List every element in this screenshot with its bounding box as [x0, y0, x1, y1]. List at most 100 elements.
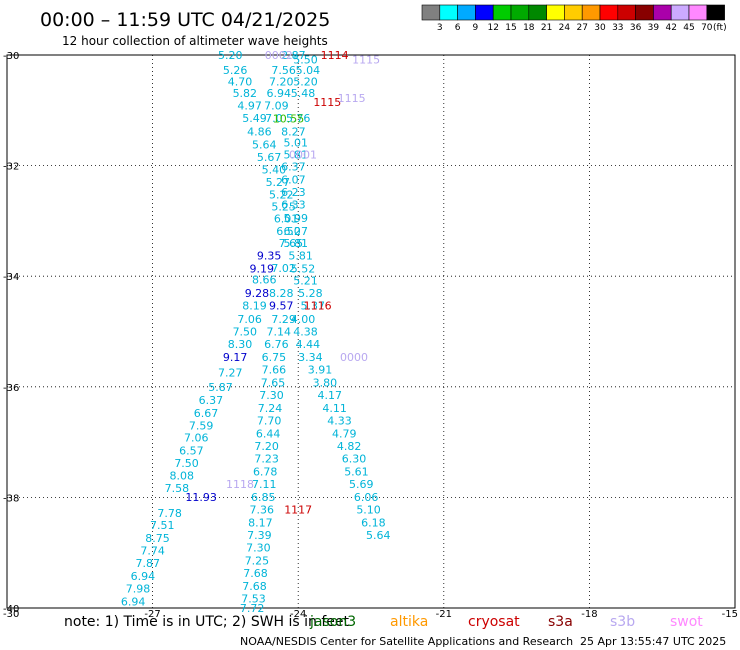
- data-label: 7.14: [267, 326, 292, 339]
- data-label: 5.21: [293, 275, 318, 288]
- data-label: 5.40: [262, 163, 287, 176]
- data-label: 2.87: [281, 49, 306, 62]
- data-label: 7.0: [265, 112, 283, 125]
- data-label: 8.30: [228, 338, 253, 351]
- legend-swatch: [457, 4, 476, 21]
- data-label: 7.56: [271, 64, 296, 77]
- data-label: 10.55: [273, 113, 305, 126]
- x-tick-label: -27: [144, 609, 160, 620]
- data-label: 6.27: [284, 225, 309, 238]
- data-label: 7.11: [252, 478, 277, 491]
- legend-label: 33: [612, 23, 623, 33]
- data-label: 4.44: [296, 338, 321, 351]
- data-label: 6.75: [262, 351, 287, 364]
- data-label: 7.65: [279, 237, 304, 250]
- legend-swatch: [528, 4, 547, 21]
- legend-label: 36: [630, 23, 642, 33]
- data-label: 7.27: [218, 366, 243, 379]
- data-label: 5.01: [284, 136, 309, 149]
- data-label: 7.25: [245, 554, 270, 567]
- legend-swatch: [653, 4, 672, 21]
- legend-label: 6: [455, 23, 461, 33]
- data-label: 6.85: [251, 491, 276, 504]
- data-label: 6.07: [281, 173, 306, 186]
- data-label: 7.70: [257, 415, 282, 428]
- satellite-label: altika: [390, 614, 428, 630]
- chart-subtitle: 12 hour collection of altimeter wave hei…: [62, 34, 328, 48]
- legend-swatch: [688, 4, 708, 21]
- data-label: 6.50: [276, 225, 301, 238]
- data-label: 3.80: [313, 376, 338, 389]
- legend-label: 3: [437, 23, 443, 33]
- legend-label: 70: [701, 23, 713, 33]
- data-label: 5.99: [284, 212, 309, 225]
- satellite-label: cryosat: [468, 614, 520, 630]
- y-tick-label: -36: [3, 383, 19, 394]
- data-label: 4.00: [291, 313, 316, 326]
- data-label: 5.67: [257, 151, 282, 164]
- data-label: 6.94: [267, 87, 292, 100]
- legend-swatch: [706, 4, 725, 21]
- data-label: 8.17: [248, 516, 273, 529]
- data-label: 4.86: [247, 125, 272, 138]
- data-label: 5.26: [223, 64, 248, 77]
- y-tick-label: -40: [3, 604, 19, 615]
- data-label: 5.20: [293, 76, 318, 89]
- data-label: 7.98: [126, 583, 151, 596]
- legend-swatch: [546, 4, 565, 21]
- data-label: 7.72: [240, 602, 265, 615]
- x-tick-label: -15: [722, 609, 738, 620]
- legend-label: 39: [648, 23, 660, 33]
- legend-swatch: [670, 4, 690, 21]
- data-label: 7.30: [259, 389, 284, 402]
- data-label: 5.76: [286, 112, 311, 125]
- data-label: 6.30: [342, 453, 367, 466]
- data-label: 6.37: [199, 394, 224, 407]
- x-tick-labels: -30 -27 -24 -21 -18 -15: [3, 609, 738, 620]
- data-label: 7.23: [254, 453, 279, 466]
- data-label: 6.23: [281, 186, 306, 199]
- chart-title: 00:00 – 11:59 UTC 04/21/2025: [40, 9, 330, 31]
- note-text: note: 1) Time is in UTC; 2) SWH is in fe…: [64, 614, 350, 630]
- data-label: 1115: [352, 53, 380, 66]
- data-label: 7.58: [165, 482, 190, 495]
- data-label: 5.28: [298, 287, 323, 300]
- satellite-label: s3a: [548, 614, 573, 630]
- data-label: 6.01: [274, 213, 299, 226]
- data-label: 7.66: [262, 364, 287, 377]
- satellite-label: jason3: [309, 614, 356, 630]
- legend-label: 9: [473, 23, 479, 33]
- grid: [7, 55, 735, 608]
- data-label: 7.53: [241, 593, 266, 606]
- data-label: 5.82: [233, 87, 258, 100]
- data-label: 3.91: [308, 364, 333, 377]
- data-label: 1118: [226, 478, 254, 491]
- plot-frame: [6, 54, 736, 609]
- data-label: 3.34: [298, 351, 323, 364]
- data-label: 4.70: [228, 76, 253, 89]
- data-label: 4.82: [337, 440, 362, 453]
- data-label: 6.06: [354, 491, 379, 504]
- data-label: 7.68: [242, 580, 267, 593]
- data-label: 7.78: [157, 507, 182, 520]
- y-tick-labels: -30 -32 -34 -36 -38 -40: [3, 51, 19, 615]
- footer-agency: NOAA/NESDIS Center for Satellite Applica…: [240, 635, 573, 648]
- data-label: 9.17: [223, 351, 248, 364]
- data-label: 5.37: [301, 300, 326, 313]
- data-label: 6.33: [281, 198, 306, 211]
- data-label: 9.28: [245, 287, 270, 300]
- data-label: 5.52: [291, 262, 316, 275]
- satellite-label: swot: [670, 614, 703, 630]
- data-label: 6.37: [281, 161, 306, 174]
- x-tick-label: -21: [436, 609, 452, 620]
- legend-label: 27: [576, 23, 587, 33]
- data-label: 5.87: [208, 381, 233, 394]
- data-label: 1116: [304, 300, 332, 313]
- data-label: 4.97: [237, 99, 262, 112]
- data-label: 8.27: [281, 125, 306, 138]
- data-label: 1117: [284, 504, 312, 517]
- data-label: 9.19: [250, 262, 275, 275]
- data-label: 7.59: [189, 420, 214, 433]
- data-label: 8.28: [269, 287, 294, 300]
- legend-label: 42: [665, 23, 676, 33]
